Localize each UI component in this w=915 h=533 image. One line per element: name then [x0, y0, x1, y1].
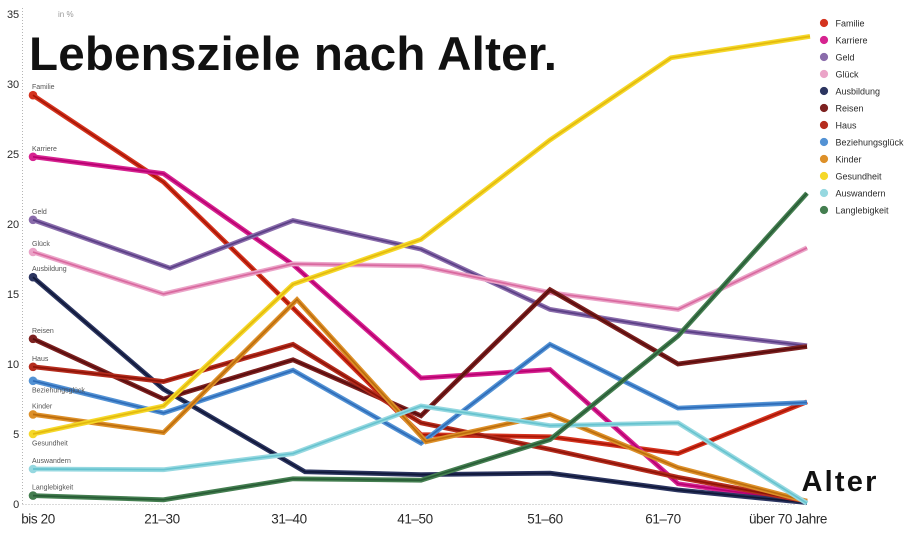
svg-text:35: 35 [7, 9, 19, 21]
svg-text:Auswandern: Auswandern [836, 188, 886, 198]
svg-text:41–50: 41–50 [397, 512, 433, 527]
svg-text:Langlebigkeit: Langlebigkeit [32, 485, 73, 492]
svg-text:Familie: Familie [836, 18, 865, 28]
svg-text:5: 5 [13, 429, 19, 441]
svg-text:0: 0 [13, 499, 19, 511]
svg-text:Karriere: Karriere [836, 35, 868, 45]
svg-text:Geld: Geld [32, 209, 47, 216]
svg-text:25: 25 [7, 149, 19, 161]
svg-text:Glück: Glück [32, 241, 50, 248]
svg-text:Gesundheit: Gesundheit [32, 441, 68, 448]
svg-text:Familie: Familie [32, 84, 55, 91]
svg-text:31–40: 31–40 [271, 512, 307, 527]
svg-text:20: 20 [7, 219, 19, 231]
svg-text:Beziehungsglück: Beziehungsglück [32, 387, 85, 394]
svg-text:Reisen: Reisen [836, 103, 864, 113]
svg-text:Haus: Haus [836, 120, 858, 130]
svg-text:Karriere: Karriere [32, 146, 57, 153]
svg-text:Alter: Alter [802, 466, 879, 498]
svg-text:Haus: Haus [32, 356, 49, 363]
svg-text:über 70 Jahre: über 70 Jahre [749, 512, 827, 527]
svg-text:51–60: 51–60 [527, 512, 563, 527]
svg-text:Kinder: Kinder [836, 154, 862, 164]
svg-text:Kinder: Kinder [32, 403, 53, 410]
svg-text:Lebensziele nach Alter.: Lebensziele nach Alter. [29, 28, 557, 81]
svg-text:30: 30 [7, 79, 19, 91]
svg-text:Reisen: Reisen [32, 328, 54, 335]
svg-text:bis 20: bis 20 [21, 512, 55, 527]
svg-text:in %: in % [58, 10, 74, 19]
svg-text:61–70: 61–70 [645, 512, 681, 527]
svg-text:Ausbildung: Ausbildung [836, 86, 881, 96]
svg-text:Ausbildung: Ausbildung [32, 266, 67, 273]
svg-text:Geld: Geld [836, 52, 855, 62]
svg-text:15: 15 [7, 289, 19, 301]
svg-text:21–30: 21–30 [144, 512, 180, 527]
svg-text:Beziehungsglück: Beziehungsglück [836, 137, 905, 147]
svg-text:Langlebigkeit: Langlebigkeit [836, 205, 890, 215]
svg-text:10: 10 [7, 359, 19, 371]
svg-text:Gesundheit: Gesundheit [836, 171, 883, 181]
svg-text:Auswandern: Auswandern [32, 458, 71, 465]
svg-text:Glück: Glück [836, 69, 860, 79]
